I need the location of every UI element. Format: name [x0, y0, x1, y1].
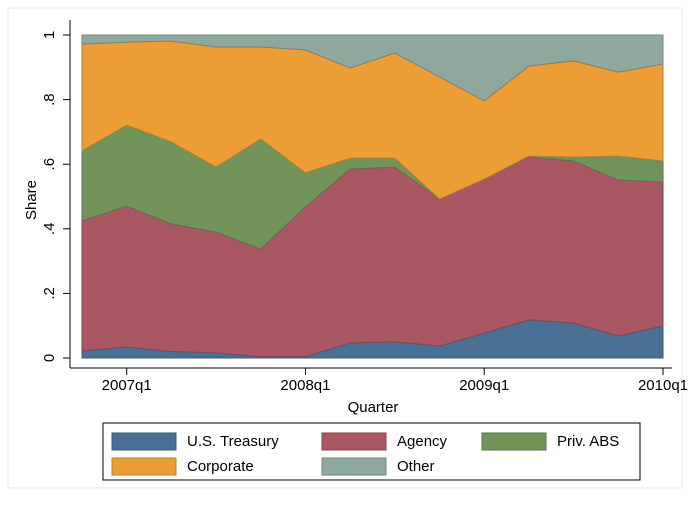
legend-label: Other	[397, 458, 435, 475]
x-tick-label: 2010q1	[638, 377, 688, 394]
y-tick-label: .4	[41, 223, 58, 236]
y-tick-label: .6	[41, 158, 58, 171]
y-axis-title: Share	[23, 180, 40, 220]
y-tick-label: .2	[41, 287, 58, 300]
y-tick-label: 1	[41, 31, 58, 39]
area	[81, 34, 664, 102]
legend-label: Agency	[397, 433, 448, 450]
legend-swatch	[321, 432, 387, 451]
x-axis-title: Quarter	[348, 399, 399, 416]
legend-label: Corporate	[187, 458, 254, 475]
y-tick-label: .8	[41, 93, 58, 106]
legend-label: U.S. Treasury	[187, 433, 279, 450]
x-tick-label: 2008q1	[280, 377, 330, 394]
y-tick-label: 0	[41, 354, 58, 362]
legend-swatch	[321, 457, 387, 476]
legend-swatch	[111, 432, 177, 451]
x-tick-label: 2007q1	[102, 377, 152, 394]
legend-swatch	[481, 432, 547, 451]
legend-swatch	[111, 457, 177, 476]
x-tick-label: 2009q1	[459, 377, 509, 394]
legend-label: Priv. ABS	[557, 433, 619, 450]
